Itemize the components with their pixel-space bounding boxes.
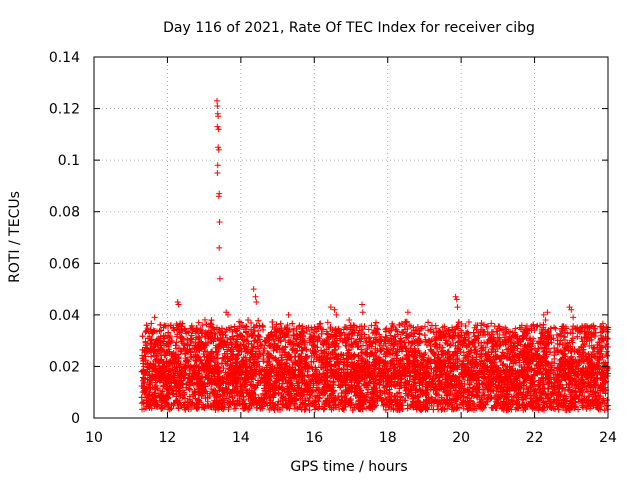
data-point — [354, 332, 361, 339]
data-point — [324, 319, 331, 326]
data-point — [229, 394, 236, 401]
data-point — [328, 366, 335, 373]
data-point — [550, 335, 557, 342]
data-point — [538, 344, 545, 351]
data-point — [560, 397, 567, 404]
data-point — [465, 319, 472, 326]
data-point — [312, 393, 319, 400]
data-point — [266, 406, 273, 413]
data-point — [429, 384, 436, 391]
data-point — [359, 342, 366, 349]
data-point — [263, 359, 270, 366]
grid-lines — [94, 57, 608, 418]
data-point — [441, 376, 448, 383]
data-point — [144, 325, 151, 332]
data-point — [592, 326, 599, 333]
data-point — [199, 330, 206, 337]
data-point — [603, 340, 610, 347]
data-point — [150, 327, 157, 334]
data-point — [586, 392, 593, 399]
data-point — [201, 316, 208, 323]
data-point — [173, 339, 180, 346]
data-point — [581, 383, 588, 390]
data-point — [321, 348, 328, 355]
data-point — [232, 405, 239, 412]
data-point — [223, 395, 230, 402]
data-point — [601, 407, 608, 414]
data-point — [564, 330, 571, 337]
data-points — [138, 97, 611, 414]
data-point — [208, 386, 215, 393]
data-point — [488, 320, 495, 327]
